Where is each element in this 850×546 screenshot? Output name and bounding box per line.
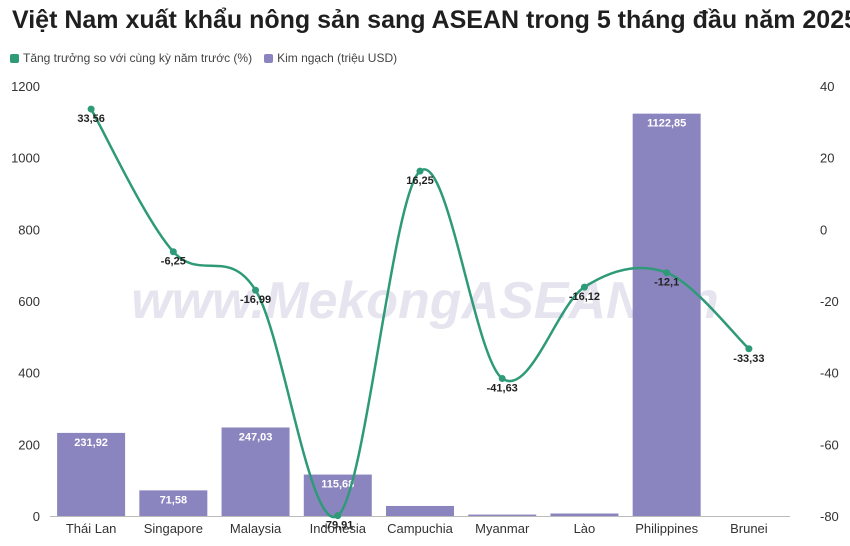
x-tick-label: Philippines	[635, 521, 698, 536]
y-right-tick-label: -40	[820, 366, 839, 381]
bar	[57, 432, 126, 516]
x-tick-label: Malaysia	[230, 521, 282, 536]
legend-label-growth: Tăng trưởng so với cùng kỳ năm trước (%)	[23, 51, 253, 65]
bar	[303, 474, 372, 516]
legend: Tăng trưởng so với cùng kỳ năm trước (%)…	[10, 51, 409, 65]
bar-data-label: 71,58	[160, 494, 188, 506]
y-left-tick-label: 600	[18, 294, 40, 309]
x-tick-label: Campuchia	[387, 521, 454, 536]
y-right-tick-label: 0	[820, 222, 827, 237]
bar-data-label: 231,92	[74, 437, 108, 449]
growth-point	[87, 105, 95, 113]
growth-point	[252, 286, 260, 294]
growth-data-label: 33,56	[77, 113, 105, 125]
x-tick-label: Lào	[574, 521, 596, 536]
bar	[632, 113, 701, 516]
y-left-tick-label: 1200	[11, 79, 40, 94]
y-left-tick-label: 0	[33, 509, 40, 524]
legend-swatch-value	[264, 53, 274, 63]
growth-point	[416, 167, 424, 175]
x-tick-label: Indonesia	[310, 521, 367, 536]
legend-item-value: Kim ngạch (triệu USD)	[264, 51, 397, 65]
growth-data-label: -16,99	[240, 294, 271, 306]
bar	[386, 505, 454, 516]
growth-point	[663, 269, 671, 277]
y-right-tick-label: 40	[820, 79, 834, 94]
y-left-tick-label: 200	[18, 437, 40, 452]
growth-line	[90, 108, 750, 519]
x-tick-label: Singapore	[144, 521, 203, 536]
growth-point	[580, 283, 588, 291]
y-left-tick-label: 1000	[11, 151, 40, 166]
growth-data-label: -6,25	[161, 256, 186, 268]
x-tick-label: Myanmar	[475, 521, 530, 536]
y-left-tick-label: 400	[18, 366, 40, 381]
legend-item-growth: Tăng trưởng so với cùng kỳ năm trước (%)	[10, 51, 252, 65]
growth-point	[169, 248, 177, 256]
bar-data-label: 1122,85	[647, 118, 686, 130]
growth-data-label: -12,1	[654, 277, 679, 289]
growth-data-label: 16,25	[406, 175, 434, 187]
growth-data-label: -33,33	[733, 353, 764, 365]
bar	[221, 427, 290, 516]
bar	[139, 490, 208, 516]
growth-point	[498, 375, 506, 383]
watermark: www.MekongASEAN.vn	[131, 272, 718, 330]
y-left-tick-label: 800	[18, 222, 40, 237]
y-right-tick-label: -20	[820, 294, 839, 309]
legend-label-value: Kim ngạch (triệu USD)	[277, 51, 398, 65]
x-tick-label: Thái Lan	[66, 521, 117, 536]
bar-data-label: 115,68	[321, 479, 354, 491]
growth-point	[745, 345, 753, 353]
growth-point	[334, 512, 342, 520]
growth-data-label: -16,12	[569, 291, 600, 303]
x-tick-label: Brunei	[730, 521, 768, 536]
y-right-tick-label: 20	[820, 151, 834, 166]
bar	[550, 513, 619, 516]
chart-title: Việt Nam xuất khẩu nông sản sang ASEAN t…	[12, 6, 850, 34]
bar	[468, 514, 537, 516]
legend-swatch-growth	[10, 53, 19, 63]
bar-data-label: 247,03	[239, 431, 273, 443]
y-right-tick-label: -60	[820, 437, 839, 452]
growth-data-label: -79,91	[322, 520, 353, 532]
y-right-tick-label: -80	[820, 509, 839, 524]
growth-data-label: -41,63	[487, 383, 518, 395]
